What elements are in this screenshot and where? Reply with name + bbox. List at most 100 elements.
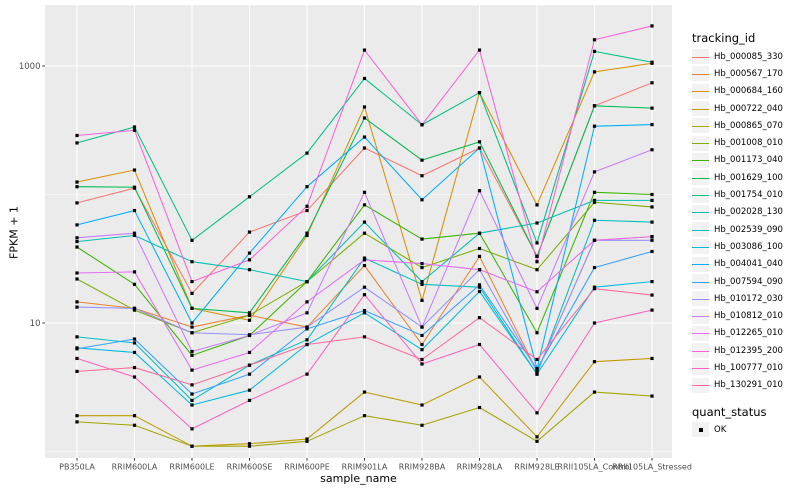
data-point (305, 311, 309, 315)
data-point (305, 325, 309, 329)
data-point (477, 189, 482, 193)
x-tick-label: PB350LA (59, 463, 95, 472)
data-point (362, 48, 367, 52)
data-point (247, 333, 252, 338)
data-point (190, 349, 194, 354)
legend-entry-label: Hb_007594_090 (714, 276, 783, 287)
data-point (420, 357, 424, 362)
data-point (420, 333, 424, 338)
data-point (650, 122, 654, 127)
data-point (535, 411, 539, 415)
data-point (477, 289, 482, 294)
legend-entry-label: Hb_000684_160 (714, 86, 783, 97)
legend-entry: Hb_003086_100 (692, 238, 783, 255)
legend-key-line (692, 170, 709, 186)
legend-entry: Hb_000085_330 (692, 48, 783, 65)
data-point (247, 318, 252, 322)
legend-key-line (692, 274, 709, 289)
data-point (75, 239, 79, 244)
data-point (592, 360, 597, 364)
x-tick-label: RRIM928LE (514, 463, 559, 472)
data-point (305, 208, 309, 213)
legend-entry: Hb_002539_090 (692, 221, 783, 238)
legend-key-line (692, 222, 709, 238)
data-point (420, 174, 424, 178)
data-point (305, 233, 309, 238)
data-point (132, 350, 137, 355)
data-point (592, 200, 597, 204)
data-point (420, 298, 424, 302)
data-point (535, 439, 539, 443)
legend-key-line (692, 187, 709, 203)
legend-entry: Hb_001629_100 (692, 169, 783, 186)
legend-entry: Hb_007594_090 (692, 273, 783, 290)
legend-entry: Hb_130291_010 (692, 377, 783, 394)
data-point (190, 427, 194, 431)
data-point (420, 325, 424, 329)
data-point (75, 185, 79, 189)
legend-entry-label: Hb_001173_040 (714, 155, 783, 166)
data-point (592, 170, 597, 174)
data-point (247, 363, 252, 367)
data-point (190, 260, 194, 264)
data-point (420, 423, 424, 427)
data-point (132, 270, 137, 274)
data-point (650, 148, 654, 152)
legend-key-line (692, 256, 709, 272)
data-point (420, 265, 424, 270)
data-point (190, 331, 194, 335)
legend-entry: Hb_000684_160 (692, 83, 783, 100)
data-point (75, 335, 79, 339)
data-point (420, 282, 424, 286)
data-point (132, 282, 137, 286)
data-point (247, 195, 252, 199)
legend-key-line (692, 66, 709, 82)
data-point (592, 287, 597, 291)
data-point (592, 70, 597, 74)
data-point (592, 104, 597, 108)
legend-entry: Hb_004041_040 (692, 256, 783, 273)
legend-key-line (692, 291, 709, 307)
data-point (75, 414, 79, 418)
data-point (132, 365, 137, 370)
data-point (305, 185, 309, 189)
data-point (650, 106, 654, 110)
legend-entry-label: Hb_001754_010 (714, 190, 783, 201)
legend-entry-label: Hb_100777_010 (714, 362, 783, 373)
data-point (75, 420, 79, 424)
legend-entry-label: Hb_012395_200 (714, 345, 783, 356)
x-tick-label: RRIM928BA (399, 463, 446, 472)
data-point (362, 231, 367, 235)
data-point (305, 342, 309, 347)
data-point (75, 356, 79, 361)
legend-entry-label: Hb_004041_040 (714, 259, 783, 270)
data-point (75, 236, 79, 240)
legend-entry-label: Hb_003086_100 (714, 241, 783, 252)
legend-key-line (692, 308, 709, 324)
data-point (650, 24, 654, 28)
data-point (190, 291, 194, 295)
data-point (247, 268, 252, 272)
data-point (247, 444, 252, 448)
data-point (477, 283, 482, 287)
data-point (305, 300, 309, 304)
data-point (477, 268, 482, 272)
data-point (477, 231, 482, 235)
data-point (247, 372, 252, 376)
legend-entry-label: Hb_000085_330 (714, 51, 783, 62)
data-point (650, 198, 654, 202)
data-point (477, 316, 482, 320)
legend-entry: Hb_001008_010 (692, 134, 783, 151)
data-point (650, 205, 654, 209)
data-point (592, 190, 597, 194)
legend-entry-label: Hb_000865_070 (714, 120, 783, 131)
data-point (477, 405, 482, 410)
legend-entry: Hb_001173_040 (692, 152, 783, 169)
data-point (247, 251, 252, 255)
legend-entry-label: Hb_000567_170 (714, 68, 783, 79)
legend-key-line (692, 239, 709, 255)
data-point (535, 221, 539, 225)
data-point (132, 375, 137, 379)
y-tick-label: 10 (30, 319, 41, 329)
